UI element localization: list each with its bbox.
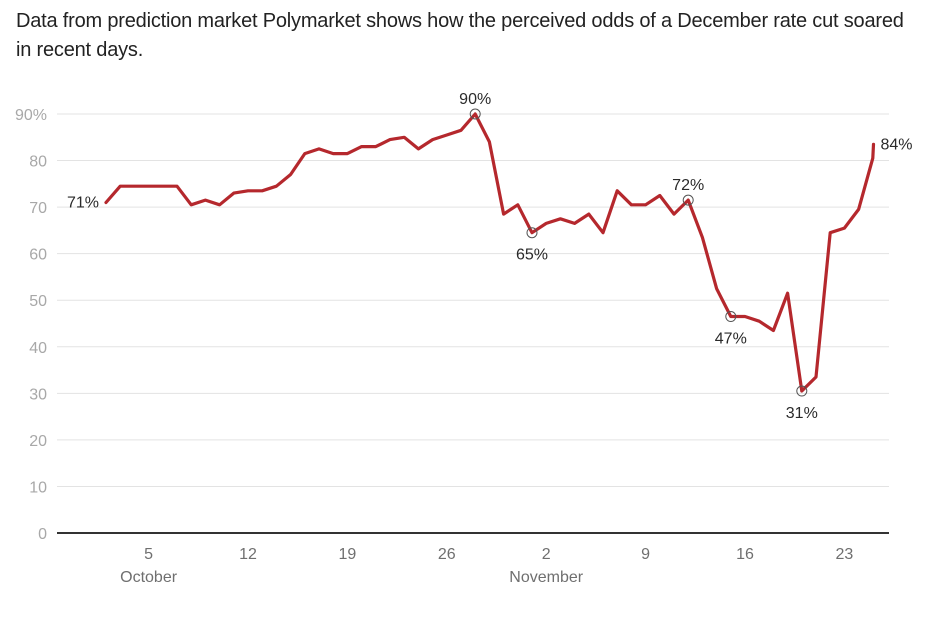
annotation-label: 71% <box>67 194 99 211</box>
annotations: 71% 90% 65% 72% 47% 31% 84% <box>67 91 913 422</box>
series-layer <box>104 112 876 393</box>
x-tick-label: 23 <box>836 546 854 563</box>
y-tick-label-60: 60 <box>29 247 47 264</box>
annotation-label: 65% <box>516 247 548 264</box>
x-month-label: October <box>120 569 178 586</box>
y-tick-label-10: 10 <box>29 479 47 496</box>
annotation-marker <box>682 194 694 206</box>
chart-title: Data from prediction market Polymarket s… <box>16 10 904 61</box>
y-tick-label-70: 70 <box>29 200 47 217</box>
annotation-label: 72% <box>672 177 704 194</box>
y-tick-label-20: 20 <box>29 433 47 450</box>
annotation-marker <box>796 385 808 397</box>
annotation-marker <box>725 311 737 323</box>
y-tick-label-80: 80 <box>29 154 47 171</box>
x-tick-label: 16 <box>736 546 754 563</box>
annotation-label: 84% <box>881 136 913 153</box>
x-axis-ticks: 5 October 12 19 26 2 November 9 16 23 <box>120 546 853 586</box>
y-axis-ticks: 90% 80 70 60 50 40 30 20 10 0 <box>15 107 47 543</box>
annotation-label: 90% <box>459 91 491 108</box>
annotation-marker <box>526 227 538 239</box>
gridlines <box>57 113 889 487</box>
y-tick-label-30: 30 <box>29 386 47 403</box>
x-month-label: November <box>509 569 583 586</box>
annotation-marker <box>469 108 481 120</box>
annotation-label: 47% <box>715 331 747 348</box>
y-tick-label-50: 50 <box>29 293 47 310</box>
x-tick-label: 9 <box>641 546 650 563</box>
x-tick-label: 26 <box>438 546 456 563</box>
series-line <box>104 112 876 393</box>
annotation-label: 31% <box>786 405 818 422</box>
x-tick-label: 2 <box>542 546 551 563</box>
y-tick-label-90: 90% <box>15 107 47 124</box>
x-tick-label: 5 <box>144 546 153 563</box>
x-tick-label: 19 <box>339 546 357 563</box>
y-tick-label-0: 0 <box>38 526 47 543</box>
x-tick-label: 12 <box>239 546 257 563</box>
y-tick-label-40: 40 <box>29 340 47 357</box>
